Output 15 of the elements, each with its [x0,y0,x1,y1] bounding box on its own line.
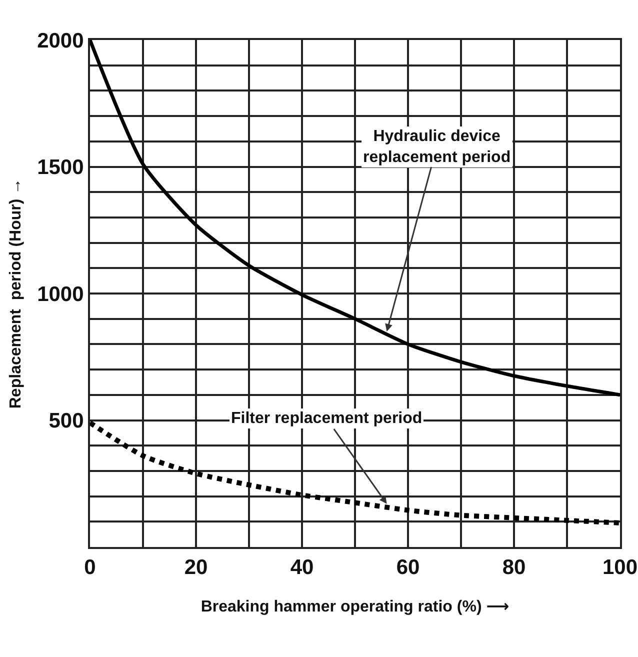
y-tick-label: 1500 [37,156,84,180]
x-tick-label: 100 [602,556,638,580]
x-tick-label: 0 [84,556,96,580]
line-series [90,40,620,397]
y-tick-label: 500 [48,410,84,433]
y-tick-label: 1000 [37,282,84,306]
annotation: Hydraulic device replacement period [363,128,511,166]
x-tick-label: 20 [184,556,208,580]
annotation: Filter replacement period [231,410,422,427]
y-axis-title: Replacement period (Hour) → [7,178,24,409]
y-tick-label: 2000 [37,29,84,52]
x-axis-title: Breaking hammer operating ratio (%) ⟶ [200,598,510,616]
x-tick-label: 40 [290,556,314,580]
x-tick-label: 60 [396,556,420,580]
x-tick-label: 80 [502,556,526,580]
